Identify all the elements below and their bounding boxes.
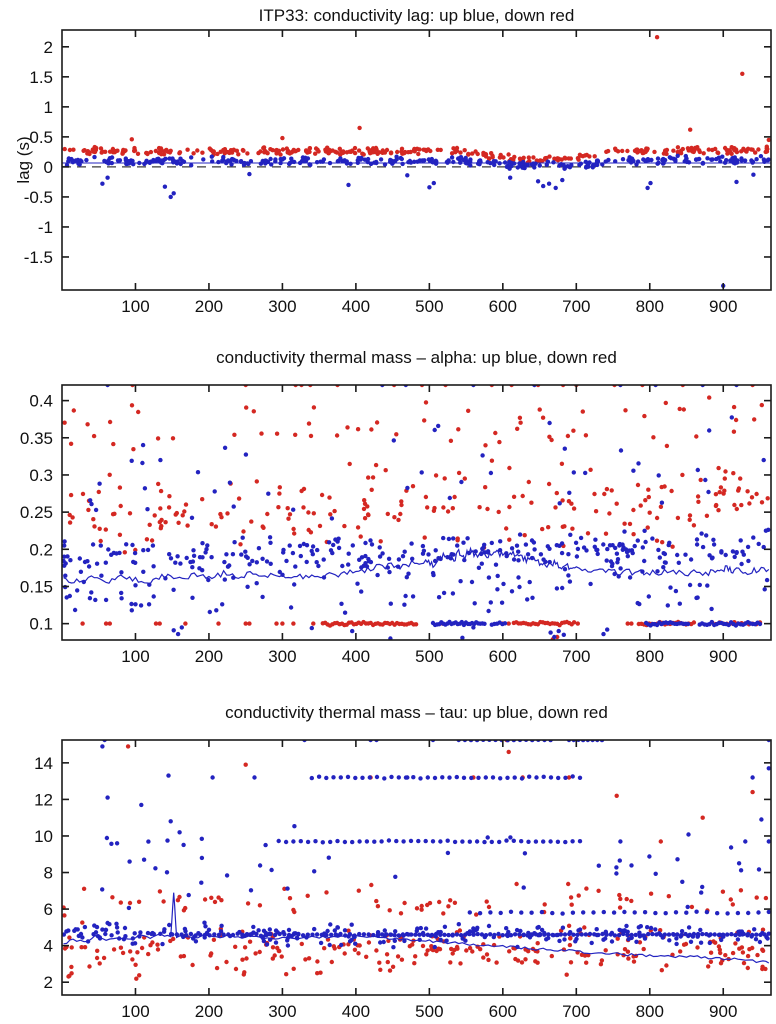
y-tick-label: 12 — [34, 790, 53, 809]
x-tick-label: 700 — [562, 1002, 590, 1021]
x-tick-label: 900 — [709, 297, 737, 316]
x-tick-label: 300 — [268, 647, 296, 666]
y-tick-label: 0 — [44, 158, 53, 177]
x-tick-label: 800 — [636, 1002, 664, 1021]
tick-labels: 100 200 300 400 500 600 700 800 900 -1.5 -1 -0.5 0 0.… — [24, 38, 738, 316]
x-tick-label: 600 — [489, 297, 517, 316]
y-tick-label: 0.3 — [29, 466, 53, 485]
x-tick-label: 600 — [489, 647, 517, 666]
tick-labels: 100 200 300 400 500 600 700 800 900 0.1 0.15 0.2 0.2… — [20, 392, 738, 666]
scatter-up-blue — [64, 153, 771, 288]
x-tick-label: 200 — [195, 647, 223, 666]
x-tick-label: 200 — [195, 297, 223, 316]
y-tick-label: 14 — [34, 754, 53, 773]
y-tick-label: 0.35 — [20, 429, 53, 448]
plot-tau-title: conductivity thermal mass – tau: up blue… — [225, 703, 608, 722]
x-tick-label: 100 — [121, 1002, 149, 1021]
plot-tau: conductivity thermal mass – tau: up blue… — [0, 695, 776, 1024]
x-tick-label: 100 — [121, 297, 149, 316]
plot-lag-title: ITP33: conductivity lag: up blue, down r… — [258, 6, 575, 25]
data-layer — [62, 385, 771, 640]
trend-line — [63, 892, 770, 964]
y-tick-label: -1 — [38, 218, 53, 237]
x-tick-label: 900 — [709, 647, 737, 666]
scatter-down-red — [62, 740, 769, 981]
y-tick-label: 10 — [34, 827, 53, 846]
y-tick-label: 2 — [44, 38, 53, 57]
y-tick-label: 1.5 — [29, 68, 53, 87]
y-tick-label: 4 — [44, 937, 53, 956]
y-tick-label: 0.4 — [29, 392, 53, 411]
axes-box — [61, 29, 772, 291]
tick-labels: 100 200 300 400 500 600 700 800 900 2 4 6 8 10 12 14 — [34, 754, 737, 1021]
data-layer — [62, 740, 771, 981]
x-tick-label: 400 — [342, 647, 370, 666]
x-tick-label: 400 — [342, 297, 370, 316]
y-tick-label: -0.5 — [24, 188, 53, 207]
y-tick-label: 0.2 — [29, 540, 53, 559]
x-tick-label: 500 — [415, 1002, 443, 1021]
alpha-plot-canvas: 100 200 300 400 500 600 700 800 900 0.1 0.15 0.2 0.2… — [20, 384, 772, 666]
plot-lag: ITP33: conductivity lag: up blue, down r… — [0, 0, 776, 340]
plot-alpha-title: conductivity thermal mass – alpha: up bl… — [216, 348, 617, 367]
x-tick-label: 400 — [342, 1002, 370, 1021]
scatter-up-blue — [62, 740, 771, 950]
x-tick-label: 700 — [562, 647, 590, 666]
y-tick-label: 0.1 — [29, 615, 53, 634]
x-tick-label: 500 — [415, 297, 443, 316]
scatter-up-blue — [62, 385, 771, 640]
x-tick-label: 500 — [415, 647, 443, 666]
axes-box — [61, 739, 772, 996]
y-tick-label: 1 — [44, 98, 53, 117]
x-tick-label: 600 — [489, 1002, 517, 1021]
x-tick-label: 300 — [268, 297, 296, 316]
x-tick-label: 900 — [709, 1002, 737, 1021]
y-tick-label: 8 — [44, 864, 53, 883]
x-tick-label: 200 — [195, 1002, 223, 1021]
axes-box — [61, 384, 772, 641]
y-tick-label: 6 — [44, 900, 53, 919]
scatter-down-red — [62, 35, 771, 165]
y-tick-label: -1.5 — [24, 248, 53, 267]
tau-plot-canvas: 100 200 300 400 500 600 700 800 900 2 4 6 8 10 12 14 — [34, 739, 772, 1021]
x-tick-label: 700 — [562, 297, 590, 316]
y-tick-label: 0.25 — [20, 503, 53, 522]
scatter-down-red — [62, 385, 770, 640]
y-tick-label: 0.15 — [20, 577, 53, 596]
data-layer — [62, 35, 771, 288]
x-tick-label: 800 — [636, 647, 664, 666]
x-tick-label: 300 — [268, 1002, 296, 1021]
plot-alpha: conductivity thermal mass – alpha: up bl… — [0, 340, 776, 695]
y-tick-label: 2 — [44, 973, 53, 992]
trend-line — [63, 546, 770, 585]
x-tick-label: 100 — [121, 647, 149, 666]
lag-plot-canvas: 100 200 300 400 500 600 700 800 900 -1.5 -1 -0.5 0 0.… — [24, 29, 772, 316]
x-tick-label: 800 — [636, 297, 664, 316]
y-tick-label: 0.5 — [29, 128, 53, 147]
